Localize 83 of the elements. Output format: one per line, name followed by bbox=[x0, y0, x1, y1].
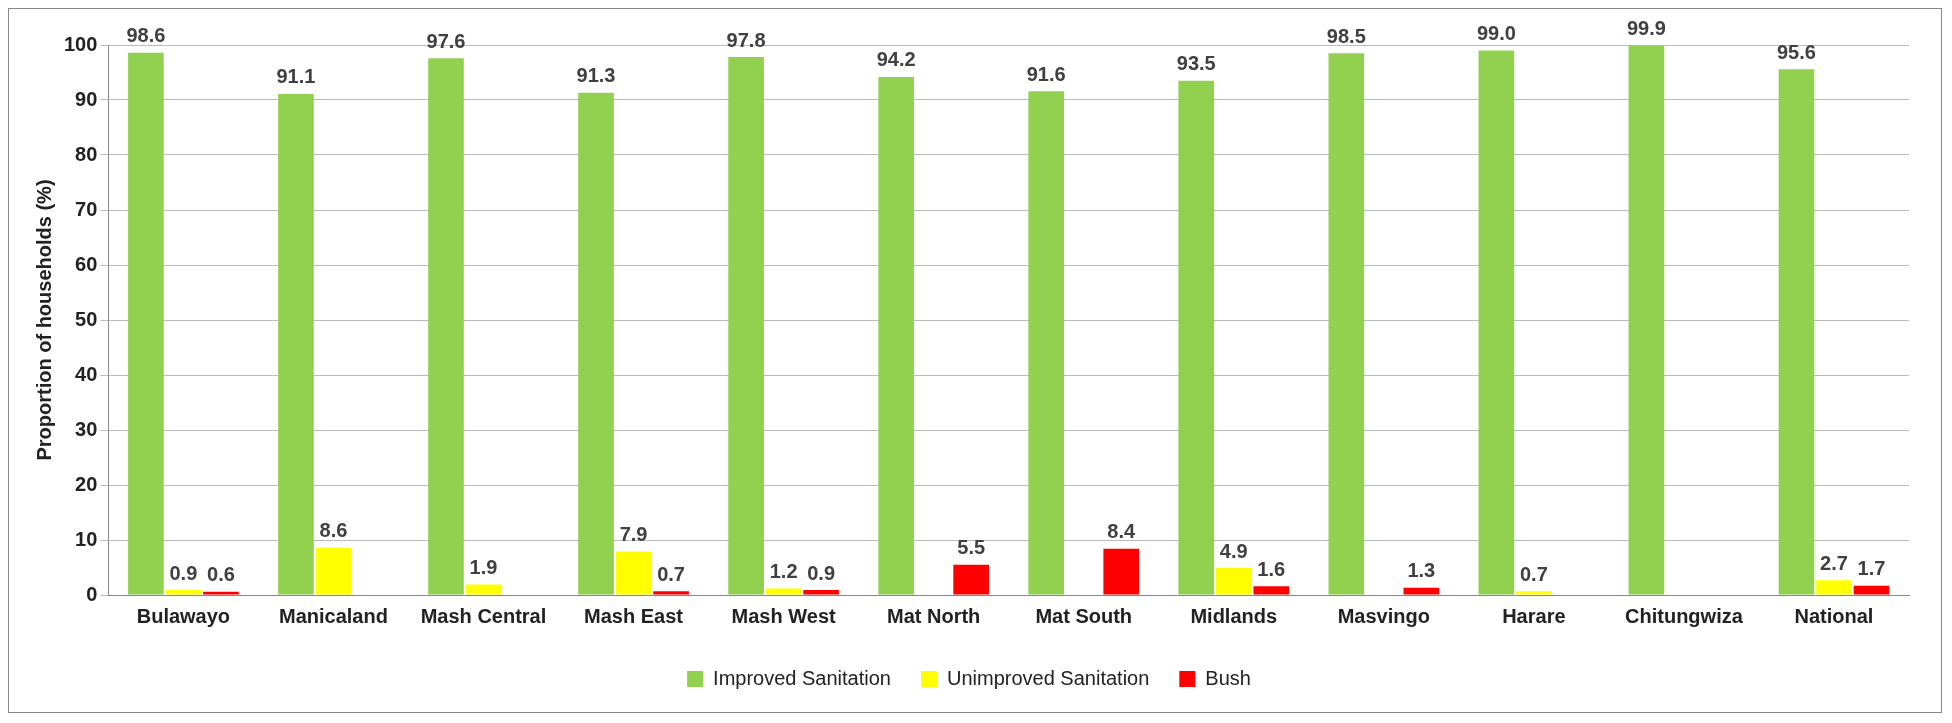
y-tick-label: 20 bbox=[75, 472, 98, 495]
bar bbox=[1178, 80, 1215, 595]
data-label: 91.3 bbox=[576, 64, 616, 87]
y-tick-label: 80 bbox=[75, 142, 98, 165]
data-label: 1.9 bbox=[469, 556, 498, 579]
data-label: 94.2 bbox=[876, 48, 916, 71]
bar bbox=[1628, 45, 1665, 595]
data-label: 99.9 bbox=[1626, 17, 1666, 40]
data-label: 91.1 bbox=[276, 65, 316, 88]
data-label: 2.7 bbox=[1820, 551, 1848, 574]
bar bbox=[165, 590, 202, 595]
bar bbox=[1516, 591, 1552, 595]
x-tick-label: Chitungwiza bbox=[1625, 604, 1744, 627]
y-tick-label: 40 bbox=[75, 362, 98, 385]
data-label: 0.7 bbox=[657, 562, 685, 585]
data-label: 93.5 bbox=[1176, 52, 1216, 75]
bar bbox=[1816, 580, 1852, 595]
data-label: 7.9 bbox=[619, 523, 648, 546]
data-label: 8.4 bbox=[1107, 520, 1136, 543]
bar bbox=[653, 591, 689, 595]
data-label: 97.8 bbox=[726, 28, 766, 51]
y-tick-label: 0 bbox=[86, 582, 98, 605]
bar bbox=[1328, 53, 1365, 595]
y-axis-title: Proportion of households (%) bbox=[32, 179, 55, 461]
y-tick-label: 50 bbox=[75, 307, 98, 330]
data-label: 95.6 bbox=[1776, 40, 1816, 63]
y-tick-label: 30 bbox=[75, 417, 98, 440]
x-tick-label: National bbox=[1794, 604, 1874, 627]
y-tick-label: 70 bbox=[75, 197, 98, 220]
bar bbox=[1028, 91, 1065, 595]
legend-label: Bush bbox=[1205, 666, 1251, 689]
data-label: 1.7 bbox=[1857, 557, 1886, 580]
bar bbox=[728, 57, 764, 595]
bar bbox=[578, 92, 614, 595]
x-tick-label: Masvingo bbox=[1337, 604, 1430, 627]
bar bbox=[878, 76, 914, 595]
bar bbox=[953, 564, 989, 595]
data-label: 0.9 bbox=[807, 561, 836, 584]
data-label: 98.5 bbox=[1326, 24, 1366, 47]
bar bbox=[278, 93, 314, 595]
y-tick-label: 60 bbox=[75, 252, 98, 275]
x-tick-label: Mash East bbox=[584, 604, 684, 627]
x-tick-label: Mat North bbox=[886, 604, 981, 627]
bar bbox=[465, 584, 502, 595]
x-tick-label: Mash West bbox=[731, 604, 836, 627]
bar bbox=[1215, 568, 1252, 595]
legend-label: Unimproved Sanitation bbox=[946, 666, 1150, 689]
data-label: 1.6 bbox=[1257, 557, 1286, 580]
data-label: 0.7 bbox=[1519, 562, 1548, 585]
x-tick-label: Mat South bbox=[1035, 604, 1133, 627]
data-label: 1.2 bbox=[769, 559, 798, 582]
bar bbox=[1103, 548, 1140, 595]
bar bbox=[1853, 585, 1890, 595]
x-tick-label: Bulawayo bbox=[136, 604, 231, 627]
legend-label: Improved Sanitation bbox=[713, 666, 891, 689]
bar bbox=[1403, 587, 1440, 595]
bar bbox=[1778, 69, 1815, 595]
bar bbox=[428, 58, 464, 595]
data-label: 91.6 bbox=[1026, 62, 1066, 85]
y-tick-label: 10 bbox=[75, 527, 98, 550]
x-tick-label: Midlands bbox=[1190, 604, 1278, 627]
y-tick-label: 90 bbox=[75, 87, 98, 110]
y-tick-label: 100 bbox=[63, 32, 98, 55]
data-label: 97.6 bbox=[426, 29, 466, 52]
bar bbox=[315, 547, 352, 595]
bar bbox=[803, 590, 839, 595]
data-label: 0.6 bbox=[207, 563, 235, 586]
bar bbox=[1478, 50, 1515, 595]
bar bbox=[615, 551, 652, 595]
data-label: 98.6 bbox=[126, 24, 166, 47]
data-label: 99.0 bbox=[1476, 22, 1516, 45]
data-label: 4.9 bbox=[1219, 539, 1248, 562]
bar bbox=[1253, 586, 1290, 595]
x-tick-label: Mash Central bbox=[420, 604, 547, 627]
x-tick-label: Harare bbox=[1502, 604, 1566, 627]
data-label: 1.3 bbox=[1407, 559, 1436, 582]
bar bbox=[203, 591, 239, 595]
data-label: 0.9 bbox=[169, 561, 198, 584]
data-label: 5.5 bbox=[957, 536, 986, 559]
bar bbox=[128, 52, 164, 595]
data-label: 8.6 bbox=[319, 519, 348, 542]
x-tick-label: Manicaland bbox=[278, 604, 388, 627]
bar bbox=[765, 588, 802, 595]
